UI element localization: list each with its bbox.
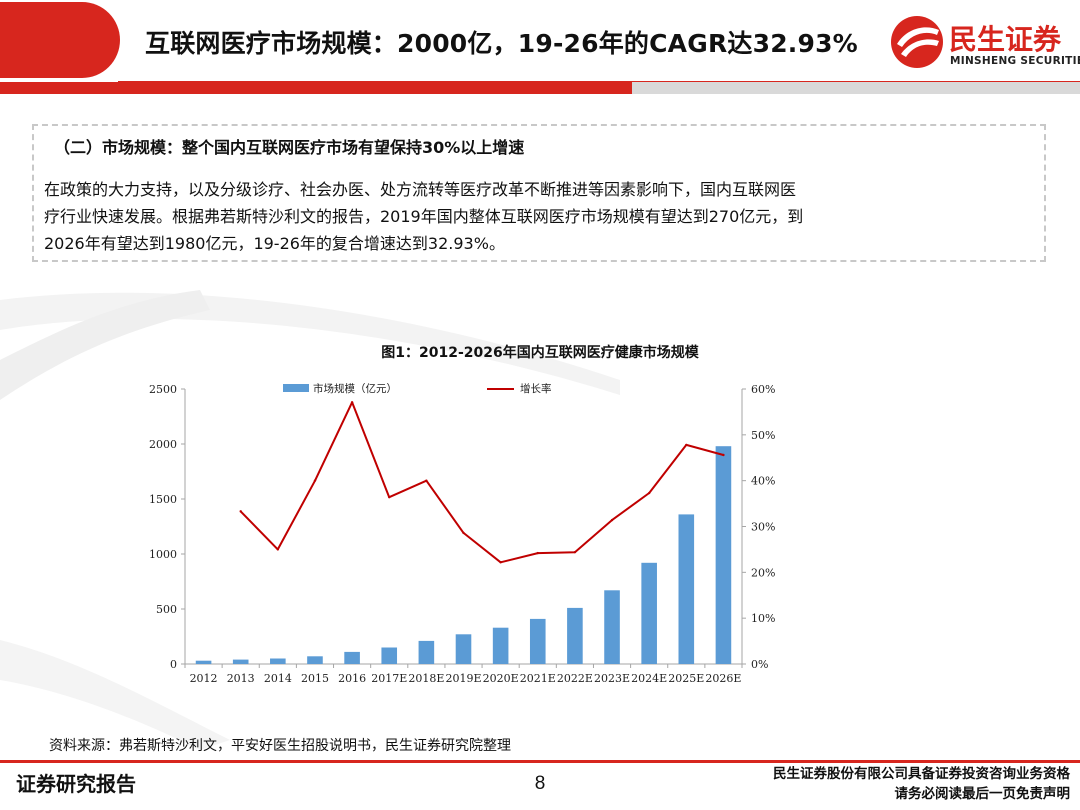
header: 互联网医疗市场规模：2000亿，19-26年的CAGR达32.93% 民生证券 … — [0, 0, 1080, 96]
summary-heading: （二）市场规模：整个国内互联网医疗市场有望保持30%以上增速 — [54, 138, 525, 157]
source-note: 资料来源：弗若斯特沙利文，平安好医生招股说明书，民生证券研究院整理 — [49, 738, 511, 754]
growth-rate-point — [499, 561, 502, 564]
growth-rate-point — [350, 401, 354, 404]
header-gray-bar — [632, 82, 1080, 94]
x-axis-tick-label: 2019E — [445, 672, 481, 685]
bar-market-size — [418, 640, 435, 664]
footer-rule — [0, 760, 1080, 763]
bar-market-size — [567, 607, 583, 664]
left-axis-tick-label: 2500 — [149, 383, 177, 396]
growth-rate-point — [425, 479, 428, 482]
summary-box: （二）市场规模：整个国内互联网医疗市场有望保持30%以上增速 在政策的大力支持，… — [32, 124, 1046, 262]
right-axis-tick-label: 50% — [751, 429, 775, 442]
growth-rate-point — [239, 510, 242, 513]
growth-rate-point — [685, 443, 688, 447]
growth-rate-point — [313, 479, 317, 482]
bar-market-size — [715, 446, 732, 664]
bar-market-size — [270, 658, 286, 664]
growth-rate-point — [388, 495, 391, 499]
bar-market-size — [529, 618, 546, 664]
x-axis-tick-label: 2015 — [301, 672, 329, 685]
legend-label-market-size: 市场规模（亿元） — [313, 382, 397, 395]
right-axis-tick-label: 40% — [751, 475, 775, 488]
title-accent-pill — [0, 2, 120, 78]
left-axis-tick-label: 0 — [170, 658, 177, 671]
bar-market-size — [641, 562, 657, 664]
minsheng-logo-mark-icon — [891, 16, 943, 68]
x-axis-tick-label: 2012 — [190, 672, 218, 685]
summary-line: 疗行业快速发展。根据弗若斯特沙利文的报告，2019年国内整体互联网医疗市场规模有… — [44, 207, 804, 226]
left-axis-tick-label: 500 — [156, 603, 177, 616]
bar-market-size — [344, 651, 360, 664]
logo-chinese-text: 民生证券 — [949, 23, 1062, 56]
minsheng-logo: 民生证券 MINSHENG SECURITIES — [889, 10, 1080, 70]
right-axis-tick-label: 30% — [751, 521, 775, 534]
growth-rate-point — [573, 550, 577, 554]
summary-line: 在政策的大力支持，以及分级诊疗、社会办医、处方流转等医疗改革不断推进等因素影响下… — [44, 180, 797, 199]
summary-body: 在政策的大力支持，以及分级诊疗、社会办医、处方流转等医疗改革不断推进等因素影响下… — [44, 176, 1038, 257]
right-axis-tick-label: 10% — [751, 612, 775, 625]
x-axis-tick-label: 2023E — [594, 672, 630, 685]
x-axis-tick-label: 2026E — [705, 672, 741, 685]
growth-rate-point — [276, 548, 280, 551]
growth-rate-point — [536, 551, 539, 555]
page-number: 8 — [534, 773, 546, 794]
bar-market-size — [492, 627, 509, 664]
right-axis-tick-label: 20% — [751, 566, 775, 579]
x-axis-tick-label: 2024E — [631, 672, 667, 685]
legend-label-growth-rate: 增长率 — [520, 382, 552, 395]
page-title: 互联网医疗市场规模：2000亿，19-26年的CAGR达32.93% — [145, 29, 858, 58]
x-axis-tick-label: 2016 — [338, 672, 366, 685]
header-red-bar — [0, 82, 632, 94]
bar-market-size — [195, 660, 212, 664]
x-axis-tick-label: 2025E — [668, 672, 704, 685]
disclaimer-note: 民生证券股份有限公司具备证券投资咨询业务资格 请务必阅读最后一页免责声明 — [730, 764, 1070, 804]
bar-market-size — [678, 514, 695, 664]
growth-rate-point — [610, 518, 614, 522]
x-axis-tick-label: 2017E — [371, 672, 407, 685]
bar-market-size — [604, 590, 620, 664]
left-axis-tick-label: 2000 — [149, 438, 177, 451]
left-axis-tick-label: 1500 — [149, 493, 177, 506]
x-axis-tick-label: 2022E — [557, 672, 593, 685]
right-axis-tick-label: 60% — [751, 383, 775, 396]
x-axis-tick-label: 2021E — [520, 672, 556, 685]
bar-market-size — [455, 634, 472, 664]
growth-rate-line — [239, 401, 724, 564]
bar-market-size — [307, 656, 323, 664]
right-axis-tick-label: 0% — [751, 658, 768, 671]
disclaimer-line: 请务必阅读最后一页免责声明 — [894, 786, 1071, 802]
growth-rate-point — [462, 531, 465, 535]
logo-english-text: MINSHENG SECURITIES — [950, 55, 1080, 67]
growth-rate-point — [722, 453, 725, 457]
x-axis-tick-label: 2018E — [408, 672, 444, 685]
bar-market-size — [381, 647, 398, 664]
x-axis-tick-label: 2020E — [483, 672, 519, 685]
x-axis-tick-label: 2014 — [264, 672, 292, 685]
bar-market-size — [232, 659, 249, 664]
left-axis-tick-label: 1000 — [149, 548, 177, 561]
report-type-label: 证券研究报告 — [16, 772, 136, 796]
chart-title: 图1：2012-2026年国内互联网医疗健康市场规模 — [381, 345, 699, 361]
disclaimer-line: 民生证券股份有限公司具备证券投资咨询业务资格 — [773, 766, 1070, 782]
legend-swatch-bar — [283, 384, 309, 392]
x-axis-tick-label: 2013 — [227, 672, 255, 685]
growth-rate-point — [647, 491, 651, 495]
summary-line: 2026年有望达到1980亿元，19-26年的复合增速达到32.93%。 — [44, 234, 505, 253]
